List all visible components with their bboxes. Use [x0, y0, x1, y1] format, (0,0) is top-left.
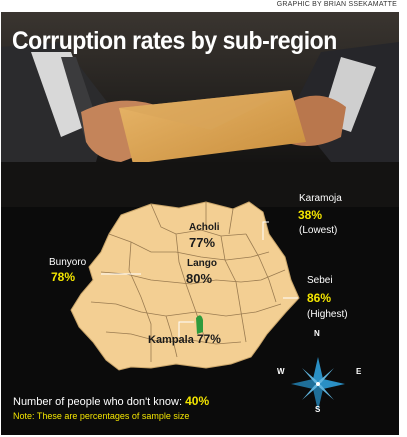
dont-know-label: Number of people who don't know:	[13, 396, 183, 408]
kampala-name: Kampala	[148, 334, 194, 346]
infographic-panel: Corruption rates by sub-region	[1, 12, 399, 435]
compass-rose-icon	[291, 357, 345, 411]
karamoja-leader	[262, 221, 269, 240]
lango-rate: 80%	[186, 271, 213, 286]
dont-know-stat: Number of people who don't know: 40%	[13, 394, 209, 408]
bunyoro-label: Bunyoro	[49, 257, 87, 268]
compass-south: S	[315, 405, 321, 414]
dont-know-value: 40%	[185, 394, 210, 408]
graphic-credit: GRAPHIC BY BRIAN SSEKAMATTE	[276, 1, 397, 8]
karamoja-rate: 38%	[298, 208, 323, 222]
kampala-leader	[178, 321, 194, 337]
sebei-rate: 86%	[307, 291, 332, 305]
sebei-note: (Highest)	[307, 309, 348, 320]
kampala-label: Kampala 77%	[148, 332, 221, 346]
acholi-rate: 77%	[189, 235, 216, 250]
bunyoro-rate: 78%	[51, 270, 76, 284]
acholi-label: Acholi	[189, 222, 220, 233]
compass-east: E	[356, 367, 362, 376]
chart-title: Corruption rates by sub-region	[12, 27, 337, 55]
lango-label: Lango	[187, 258, 217, 269]
envelope-photo	[1, 12, 399, 207]
compass-west: W	[277, 367, 285, 376]
sebei-label: Sebei	[307, 275, 333, 286]
kampala-rate: 77%	[196, 332, 221, 346]
uganda-outline	[70, 201, 300, 371]
compass-north: N	[314, 329, 320, 338]
uganda-map	[70, 201, 345, 411]
footer-note: Note: These are percentages of sample si…	[13, 411, 190, 421]
karamoja-label: Karamoja	[299, 193, 342, 204]
karamoja-note: (Lowest)	[299, 225, 338, 236]
kampala-marker	[196, 315, 203, 334]
